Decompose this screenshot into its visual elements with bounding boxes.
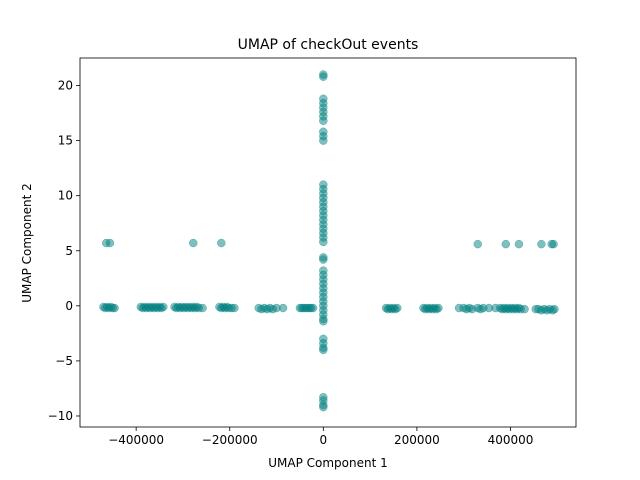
data-point xyxy=(159,302,168,312)
x-tick-label: −400000 xyxy=(108,433,164,447)
data-point xyxy=(188,238,198,248)
data-point xyxy=(308,303,318,313)
y-tick-label: 10 xyxy=(58,189,73,203)
x-axis-label: UMAP Component 1 xyxy=(268,456,388,470)
data-point xyxy=(549,239,558,249)
y-tick-label: 5 xyxy=(65,244,73,258)
data-point xyxy=(278,303,288,313)
data-point xyxy=(501,239,511,249)
data-point xyxy=(217,238,226,248)
data-point xyxy=(537,239,546,249)
x-tick-label: 200000 xyxy=(394,433,440,447)
data-point xyxy=(319,402,328,412)
data-point xyxy=(473,239,482,249)
data-point xyxy=(319,237,328,247)
y-tick-label: −10 xyxy=(48,409,73,423)
data-point xyxy=(319,317,328,326)
data-point xyxy=(514,239,524,249)
x-tick-label: −200000 xyxy=(202,433,258,447)
plot-area: −400000 −200000 0 200000 400000 −10 −5 0 5 10 15 20 xyxy=(48,57,577,447)
x-tick-label: 400000 xyxy=(488,433,534,447)
data-point xyxy=(319,255,328,264)
data-point xyxy=(198,303,207,313)
y-axis-label: UMAP Component 2 xyxy=(20,183,34,303)
data-point xyxy=(110,303,119,313)
data-point xyxy=(319,72,328,81)
plot-frame xyxy=(79,57,577,428)
data-point xyxy=(434,303,443,313)
data-point xyxy=(230,303,239,313)
data-point xyxy=(393,303,402,313)
data-point xyxy=(105,238,115,248)
y-tick-label: 20 xyxy=(58,79,73,93)
x-tick-label: 0 xyxy=(320,433,328,447)
data-point xyxy=(319,345,328,355)
y-tick-label: 0 xyxy=(65,299,73,313)
data-point xyxy=(550,304,559,314)
data-point xyxy=(319,136,328,145)
y-tick-label: −5 xyxy=(55,354,73,368)
data-point xyxy=(520,304,529,314)
y-tick-label: 15 xyxy=(58,134,73,148)
data-point xyxy=(319,116,328,126)
chart-title: UMAP of checkOut events xyxy=(238,37,419,53)
